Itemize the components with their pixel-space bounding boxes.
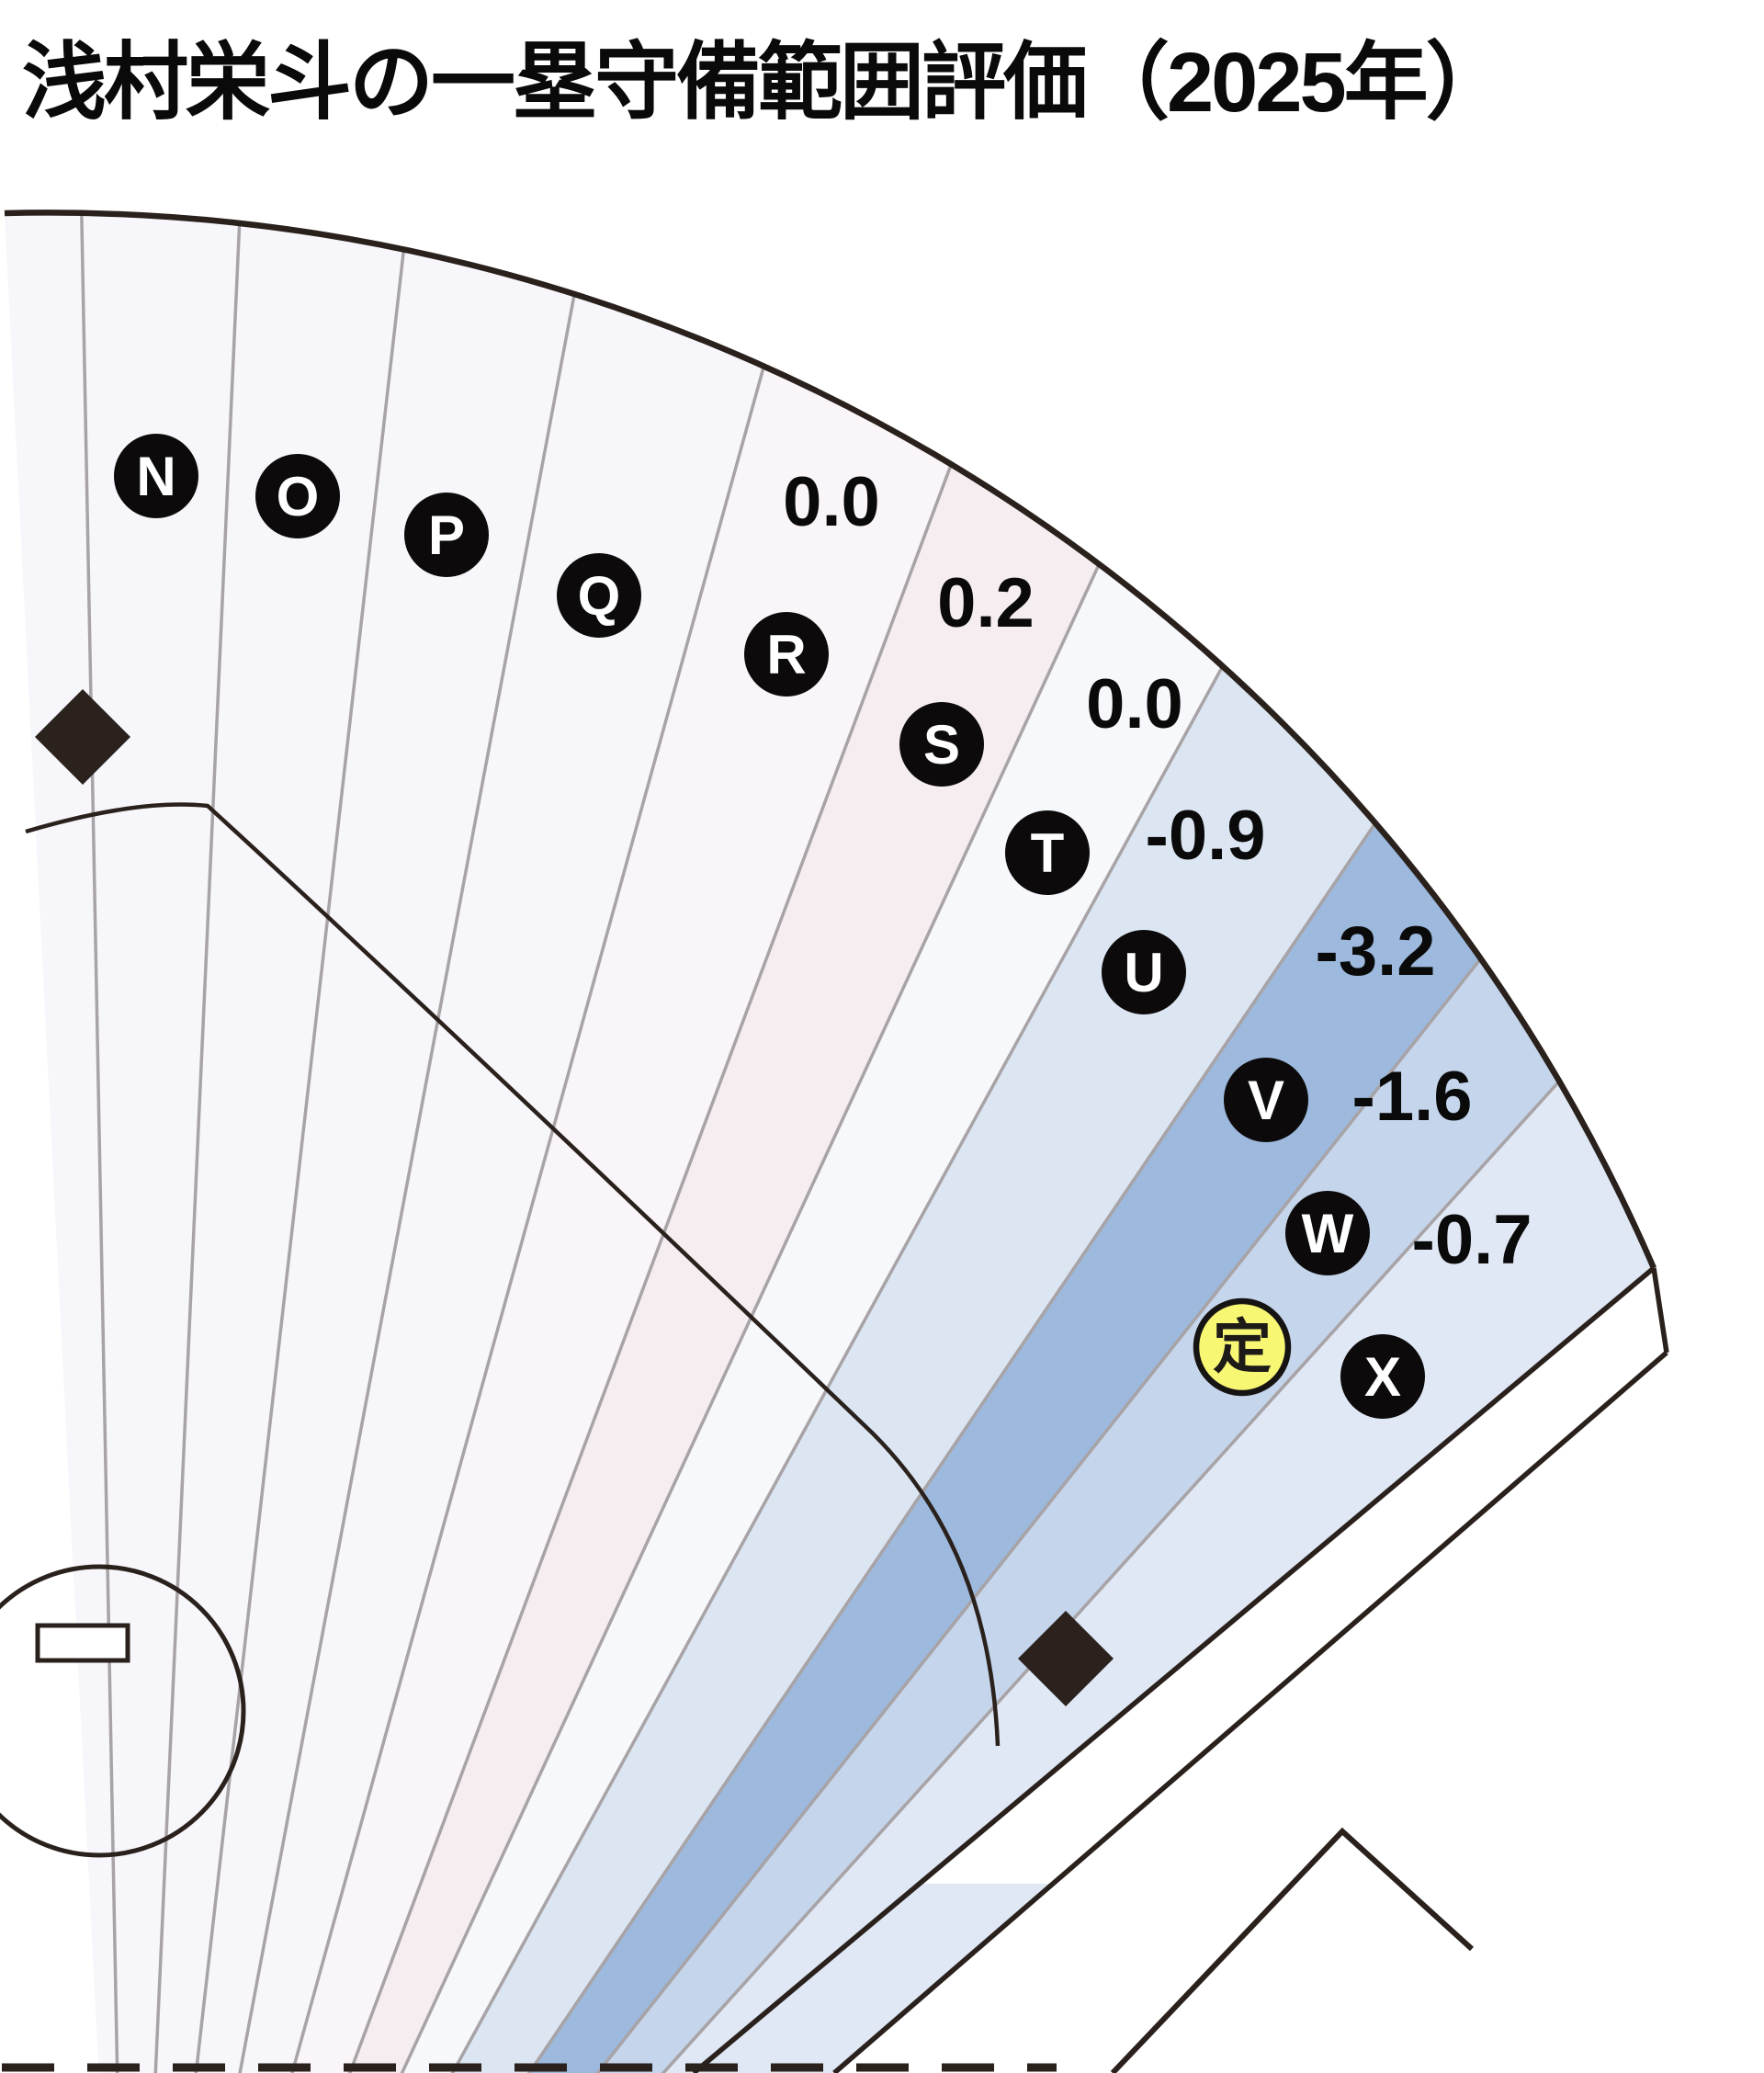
default-position-label: 定 xyxy=(1213,1314,1272,1380)
sector-divider xyxy=(80,212,119,2073)
zone-badge-V xyxy=(1224,1058,1308,1142)
zone-letter-S: S xyxy=(923,714,960,776)
zone-letter-N: N xyxy=(136,446,175,507)
zone-letter-R: R xyxy=(766,624,806,685)
sector-divider xyxy=(595,957,1482,2073)
zone-value-R: 0.0 xyxy=(783,463,880,541)
zone-badge-Q xyxy=(557,553,641,638)
pitcher-mound xyxy=(0,1564,246,1858)
sector-divider xyxy=(661,1081,1560,2073)
second-base-marker xyxy=(35,689,130,785)
zone-badge-T xyxy=(1005,810,1090,895)
zone-letter-V: V xyxy=(1248,1070,1284,1131)
zone-value-T: 0.0 xyxy=(1086,665,1183,743)
sector-Q xyxy=(240,293,764,2073)
foul-territory-line xyxy=(832,1350,1668,2073)
sector-T xyxy=(401,564,1223,2073)
sector-O xyxy=(155,222,404,2073)
pitcher-rubber xyxy=(35,1623,130,1663)
zone-value-S: 0.2 xyxy=(937,564,1035,642)
zone-value-V: -3.2 xyxy=(1316,912,1436,991)
zone-letter-U: U xyxy=(1124,942,1163,1003)
zone-letter-P: P xyxy=(428,504,465,566)
zone-letter-T: T xyxy=(1031,822,1065,884)
zone-value-W: -1.6 xyxy=(1352,1058,1473,1136)
sector-X xyxy=(662,1082,1667,2073)
sector-P xyxy=(196,249,575,2073)
sector-divider xyxy=(450,665,1225,2073)
fence-corner-cap xyxy=(1651,1267,1669,1354)
zone-badge-W xyxy=(1285,1191,1370,1275)
zone-badge-O xyxy=(255,454,340,538)
sector-fills xyxy=(4,211,1667,2073)
sector-divider xyxy=(290,366,766,2073)
sector-R xyxy=(291,366,952,2073)
sector-V xyxy=(529,823,1481,2073)
sector-divider xyxy=(238,293,576,2073)
sector-divider-lines xyxy=(80,212,1560,2073)
zone-letter-X: X xyxy=(1364,1346,1401,1408)
infield-boundary-line xyxy=(25,802,1001,1747)
first-base-foul-line xyxy=(692,1265,1656,2073)
stands-corner-line xyxy=(1110,1827,1475,2073)
sector-U xyxy=(452,666,1375,2073)
sector-divider xyxy=(347,463,953,2073)
sector-divider xyxy=(153,222,242,2073)
first-base-marker xyxy=(1018,1611,1114,1706)
sector-N xyxy=(81,212,240,2073)
zone-badge-U xyxy=(1102,930,1186,1014)
zone-badge-P xyxy=(404,493,489,577)
zone-badge-X xyxy=(1340,1334,1425,1419)
sector-divider xyxy=(194,249,406,2073)
zone-value-X: -0.7 xyxy=(1412,1201,1532,1279)
zone-letter-Q: Q xyxy=(578,565,621,627)
sector-divider xyxy=(526,822,1377,2073)
zone-badge-N xyxy=(114,434,198,518)
zone-badge-S xyxy=(899,702,984,787)
outfield-fence-arc xyxy=(4,210,1657,1270)
default-position-marker xyxy=(1193,1297,1292,1397)
page-title: 浅村栄斗の一塁守備範囲評価（2025年） xyxy=(22,36,1510,130)
sector-S xyxy=(349,464,1100,2073)
sector-divider xyxy=(400,563,1101,2073)
zone-badge-R xyxy=(744,612,829,697)
zone-value-U: -0.9 xyxy=(1146,797,1266,875)
zone-letter-O: O xyxy=(277,466,320,527)
zone-letter-W: W xyxy=(1302,1203,1354,1264)
zone-values: 0.0 0.2 0.0 -0.9 -3.2 -1.6 -0.7 xyxy=(783,463,1532,1279)
zone-badges: N O P Q R S TU V W X xyxy=(114,434,1425,1419)
